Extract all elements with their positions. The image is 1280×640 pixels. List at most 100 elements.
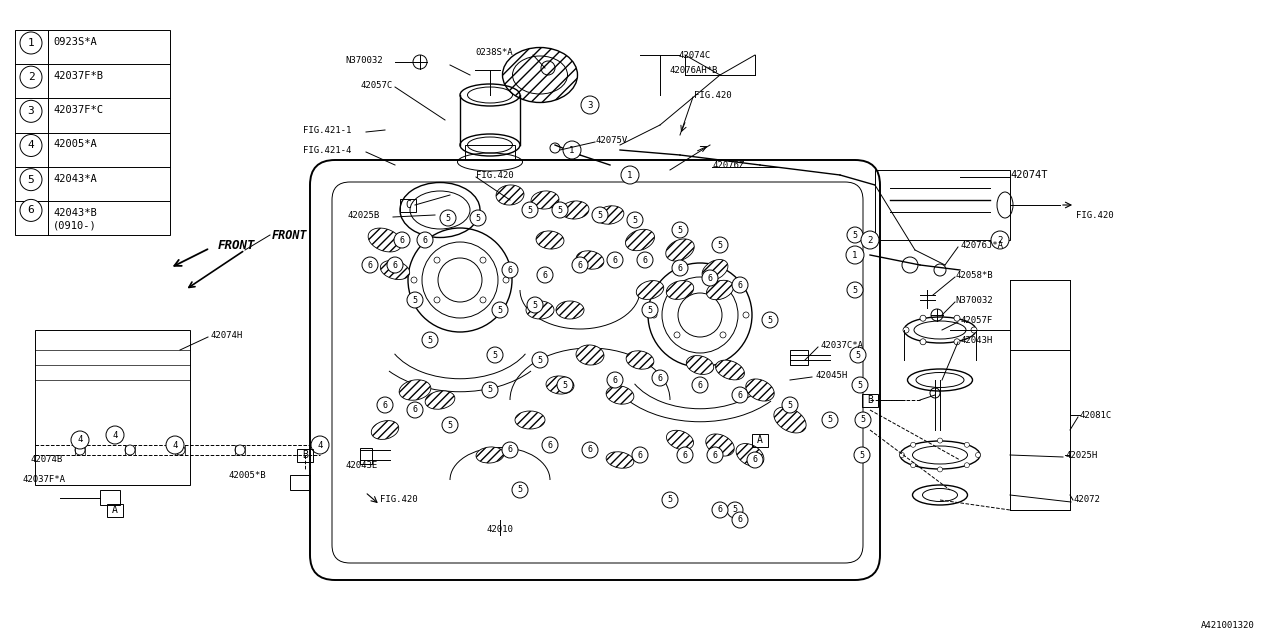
Text: 5: 5 xyxy=(412,296,417,305)
Text: 42076J*A: 42076J*A xyxy=(960,241,1004,250)
Circle shape xyxy=(470,210,486,226)
Text: FRONT: FRONT xyxy=(273,228,307,241)
Circle shape xyxy=(502,442,518,458)
Circle shape xyxy=(387,257,403,273)
Text: 5: 5 xyxy=(448,420,453,429)
Text: 6: 6 xyxy=(399,236,404,244)
Text: 5: 5 xyxy=(28,175,35,185)
Circle shape xyxy=(20,134,42,157)
Text: 6: 6 xyxy=(507,445,512,454)
Text: C: C xyxy=(404,200,411,210)
Circle shape xyxy=(712,237,728,253)
Text: 42074B: 42074B xyxy=(29,456,63,465)
Circle shape xyxy=(855,412,870,428)
Ellipse shape xyxy=(746,379,774,401)
Ellipse shape xyxy=(515,411,545,429)
Text: B: B xyxy=(867,395,873,405)
Text: 5: 5 xyxy=(428,335,433,344)
Text: 5: 5 xyxy=(787,401,792,410)
Circle shape xyxy=(675,292,680,298)
Text: 6: 6 xyxy=(28,205,35,216)
Text: 6: 6 xyxy=(643,255,648,264)
Circle shape xyxy=(502,262,518,278)
Circle shape xyxy=(434,297,440,303)
Text: FIG.420: FIG.420 xyxy=(380,495,417,504)
Text: 6: 6 xyxy=(422,236,428,244)
Circle shape xyxy=(581,96,599,114)
Ellipse shape xyxy=(701,260,728,280)
Text: 42043*B: 42043*B xyxy=(52,208,97,218)
Circle shape xyxy=(70,431,90,449)
Circle shape xyxy=(910,442,915,447)
Circle shape xyxy=(582,442,598,458)
Text: 5: 5 xyxy=(558,205,562,214)
Circle shape xyxy=(20,66,42,88)
Bar xyxy=(297,449,314,462)
Text: 5: 5 xyxy=(475,214,480,223)
Ellipse shape xyxy=(576,345,604,365)
Circle shape xyxy=(20,200,42,221)
Text: 4: 4 xyxy=(28,141,35,150)
Circle shape xyxy=(652,312,657,318)
Ellipse shape xyxy=(547,376,573,394)
Bar xyxy=(401,199,416,212)
Text: 6: 6 xyxy=(737,280,742,289)
Circle shape xyxy=(672,222,689,238)
Ellipse shape xyxy=(705,434,735,456)
Text: 6: 6 xyxy=(393,260,398,269)
Circle shape xyxy=(991,231,1009,249)
Circle shape xyxy=(852,377,868,393)
Text: 6: 6 xyxy=(637,451,643,460)
Circle shape xyxy=(954,339,960,345)
Text: 42025B: 42025B xyxy=(347,211,379,220)
Ellipse shape xyxy=(607,452,634,468)
Ellipse shape xyxy=(531,191,559,209)
Circle shape xyxy=(480,297,486,303)
Text: 6: 6 xyxy=(412,406,417,415)
Text: N370032: N370032 xyxy=(346,56,383,65)
Ellipse shape xyxy=(596,206,623,224)
Text: 42076AH*B: 42076AH*B xyxy=(669,65,717,74)
Circle shape xyxy=(707,447,723,463)
Text: 42005*A: 42005*A xyxy=(52,140,97,150)
Circle shape xyxy=(175,445,186,455)
Circle shape xyxy=(407,292,422,308)
Text: 5: 5 xyxy=(859,451,864,460)
Ellipse shape xyxy=(667,280,694,300)
Text: 5: 5 xyxy=(598,211,603,220)
Ellipse shape xyxy=(371,420,399,440)
Bar xyxy=(876,170,1010,240)
Circle shape xyxy=(76,445,84,455)
Text: B: B xyxy=(302,450,308,460)
Ellipse shape xyxy=(666,239,694,261)
Ellipse shape xyxy=(425,391,454,409)
Circle shape xyxy=(492,302,508,318)
Text: 4: 4 xyxy=(77,435,83,445)
Ellipse shape xyxy=(774,407,806,433)
Text: 42037C*A: 42037C*A xyxy=(820,340,863,349)
Ellipse shape xyxy=(667,430,694,450)
Circle shape xyxy=(434,257,440,263)
Ellipse shape xyxy=(497,185,524,205)
Circle shape xyxy=(850,347,867,363)
Text: 42058*B: 42058*B xyxy=(955,271,992,280)
Text: FIG.420: FIG.420 xyxy=(1076,211,1114,220)
Ellipse shape xyxy=(626,351,654,369)
Text: 42057F: 42057F xyxy=(960,316,992,324)
Circle shape xyxy=(964,463,969,468)
Text: 6: 6 xyxy=(577,260,582,269)
Text: 6: 6 xyxy=(708,273,713,282)
Circle shape xyxy=(902,327,909,333)
Circle shape xyxy=(483,382,498,398)
Bar xyxy=(108,504,123,517)
Circle shape xyxy=(637,252,653,268)
Circle shape xyxy=(394,232,410,248)
Text: 4: 4 xyxy=(113,431,118,440)
Circle shape xyxy=(417,232,433,248)
Text: 42072: 42072 xyxy=(1073,495,1100,504)
Text: 6: 6 xyxy=(543,271,548,280)
Circle shape xyxy=(563,141,581,159)
Text: 42037F*B: 42037F*B xyxy=(52,71,102,81)
Circle shape xyxy=(106,426,124,444)
Circle shape xyxy=(503,277,509,283)
